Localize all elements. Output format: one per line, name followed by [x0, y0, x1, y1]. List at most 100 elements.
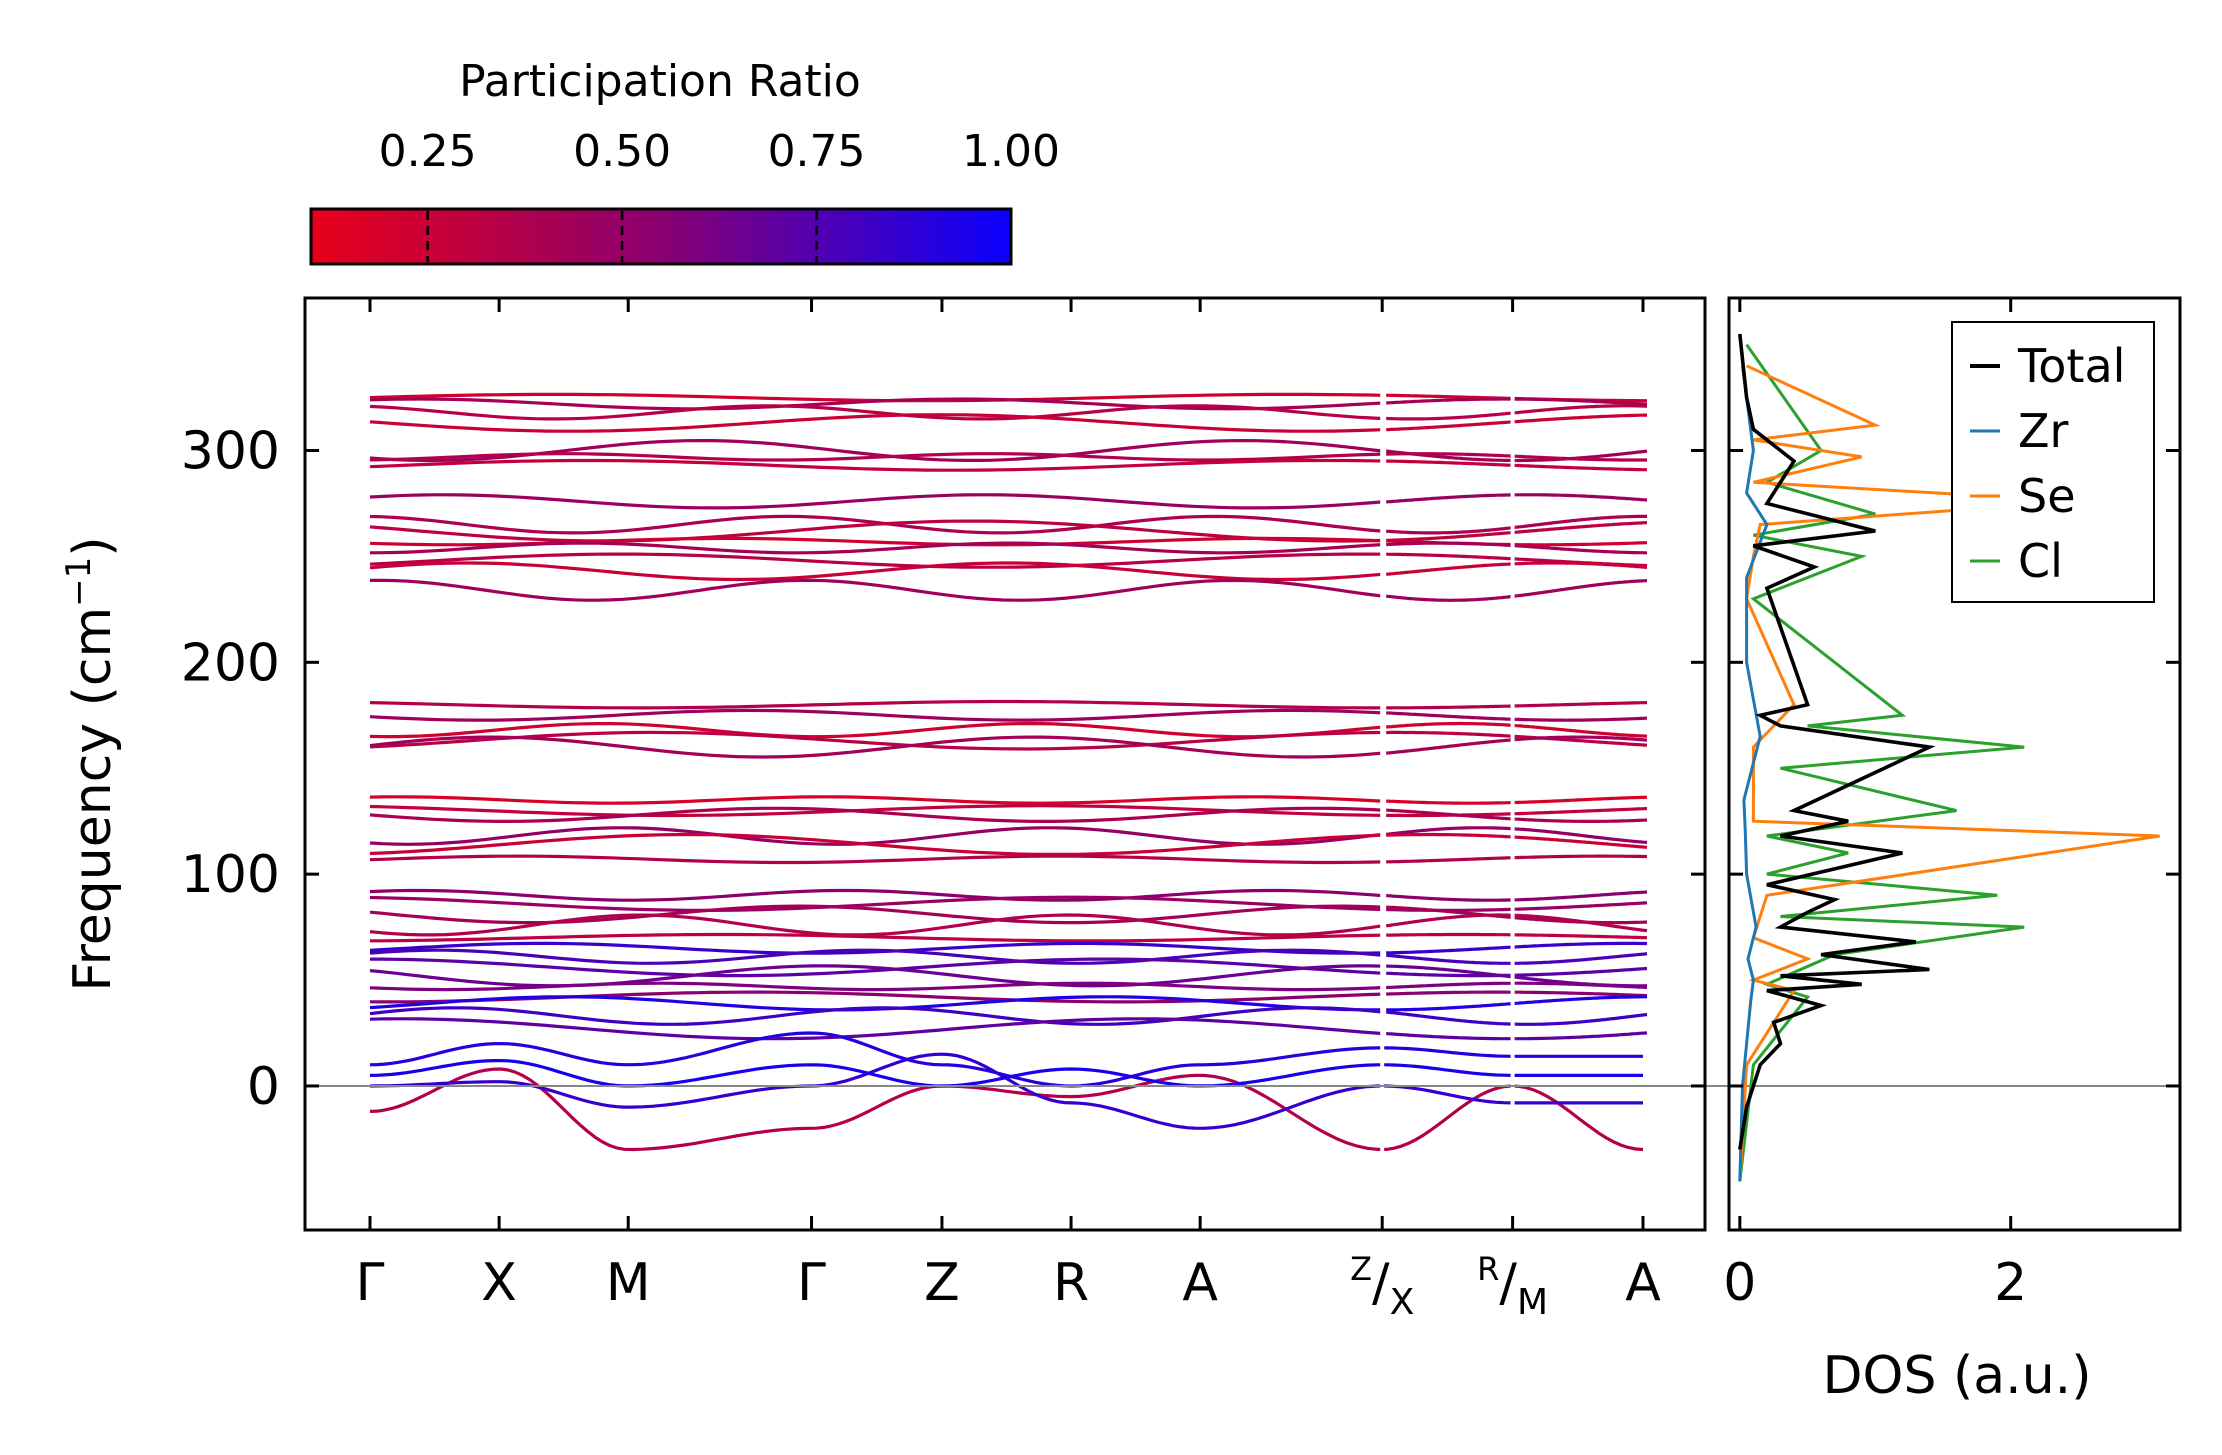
band-curve	[1516, 807, 1647, 816]
band-curve	[1516, 735, 1648, 742]
k-point-label: Γ	[356, 1253, 385, 1313]
band-curve	[1516, 952, 1648, 965]
band-curve	[1386, 562, 1517, 576]
band-curve	[369, 888, 1383, 902]
dos-x-tick-label: 2	[1994, 1253, 2027, 1313]
band-curve	[1386, 420, 1517, 432]
band-curve	[369, 1006, 1383, 1026]
band-curve	[370, 578, 1383, 602]
band-curve	[1386, 826, 1517, 836]
band-curve	[370, 932, 1383, 943]
band-curve	[369, 735, 1383, 759]
band-curve	[1386, 411, 1517, 421]
k-point-label: Z/X	[1350, 1250, 1414, 1323]
band-curve	[369, 826, 1383, 846]
band-curve	[1516, 901, 1648, 911]
band-curve	[1386, 525, 1517, 535]
band-curve	[369, 397, 1383, 411]
band-curve	[1516, 913, 1648, 933]
dos-curve-total	[1738, 333, 1936, 1150]
k-point-label: Z	[924, 1253, 960, 1313]
band-curve	[1516, 724, 1648, 738]
legend-box	[1951, 321, 2155, 603]
colorbar: Participation Ratio 0.25 0.50 0.75 1.00	[309, 56, 1060, 266]
band-curve	[1516, 514, 1647, 529]
band-curve	[1386, 964, 1517, 979]
legend-label-total: Total	[2017, 339, 2125, 393]
y-axis-label: Frequency (cm−1)	[59, 536, 123, 991]
band-curve	[369, 519, 1383, 543]
band-curve	[1516, 561, 1648, 569]
k-point-label: Γ	[797, 1253, 826, 1313]
y-tick-label: 300	[181, 422, 280, 482]
band-curve	[1516, 397, 1648, 406]
band-curve	[1386, 799, 1517, 805]
dos-frame	[1727, 296, 2182, 1232]
y-tick-label: 0	[247, 1057, 280, 1117]
k-point-label: R/M	[1477, 1250, 1548, 1323]
band-curve	[369, 561, 1383, 582]
band-curve	[1386, 808, 1517, 821]
band-curve	[369, 721, 1383, 739]
band-curve	[369, 806, 1383, 823]
band-curve	[1516, 990, 1648, 998]
colorbar-tick-label: 0.75	[768, 126, 866, 177]
band-curve	[1516, 981, 1647, 989]
band-curve	[369, 913, 1383, 937]
band-curve	[1386, 981, 1517, 990]
band-curve	[369, 854, 1383, 865]
band-curve	[369, 452, 1383, 462]
dos-curves	[1738, 333, 2160, 1182]
acoustic-band-curve	[369, 1059, 1643, 1088]
band-curve	[1516, 454, 1647, 462]
colorbar-tick-label: 0.50	[573, 126, 671, 177]
dos-curve-zr	[1738, 365, 1769, 1182]
band-curve	[369, 981, 1383, 992]
k-point-label: X	[481, 1253, 517, 1313]
band-curve	[369, 458, 1383, 472]
band-curve	[369, 699, 1383, 710]
band-y-axis: 0 100 200 300	[181, 422, 1705, 1117]
band-curve	[1516, 544, 1647, 555]
band-curve	[369, 493, 1383, 510]
band-curve	[1386, 711, 1517, 721]
acoustic-band-curve	[369, 1067, 1644, 1152]
band-curve	[1386, 397, 1517, 405]
dos-curve-se	[1738, 364, 2160, 1182]
band-curve	[1386, 832, 1517, 839]
band-curve	[1386, 730, 1517, 739]
band-curve	[369, 730, 1383, 751]
band-curve	[1386, 1031, 1517, 1041]
band-curve	[1516, 995, 1647, 1005]
band-curve	[1516, 966, 1648, 977]
band-curve	[1516, 795, 1647, 805]
band-curve	[1386, 932, 1517, 937]
band-curve	[369, 964, 1383, 988]
band-curve	[369, 795, 1383, 805]
band-curve	[369, 895, 1383, 912]
dos-curve-cl	[1738, 343, 2025, 1182]
band-curves	[369, 300, 1648, 1228]
band-curve	[370, 957, 1383, 978]
colorbar-ticks: 0.25 0.50 0.75 1.00	[379, 126, 1060, 262]
band-curve	[369, 832, 1383, 856]
band-curve	[1516, 541, 1647, 547]
band-frame	[303, 296, 1707, 1232]
band-curve	[1386, 953, 1517, 965]
colorbar-tick-label: 0.25	[379, 126, 477, 177]
band-curve	[1516, 701, 1647, 708]
band-curve	[1516, 827, 1648, 845]
k-point-label: A	[1182, 1253, 1218, 1313]
band-curve	[1516, 1012, 1648, 1026]
k-point-label: R	[1053, 1253, 1089, 1313]
band-curve	[1516, 493, 1648, 502]
band-curve	[1386, 452, 1517, 458]
band-curve	[369, 708, 1383, 722]
band-curve	[1516, 933, 1647, 940]
band-curve	[1516, 404, 1647, 415]
band-curve	[1386, 1010, 1517, 1026]
colorbar-gradient	[309, 207, 1013, 266]
band-curve	[1516, 854, 1648, 860]
